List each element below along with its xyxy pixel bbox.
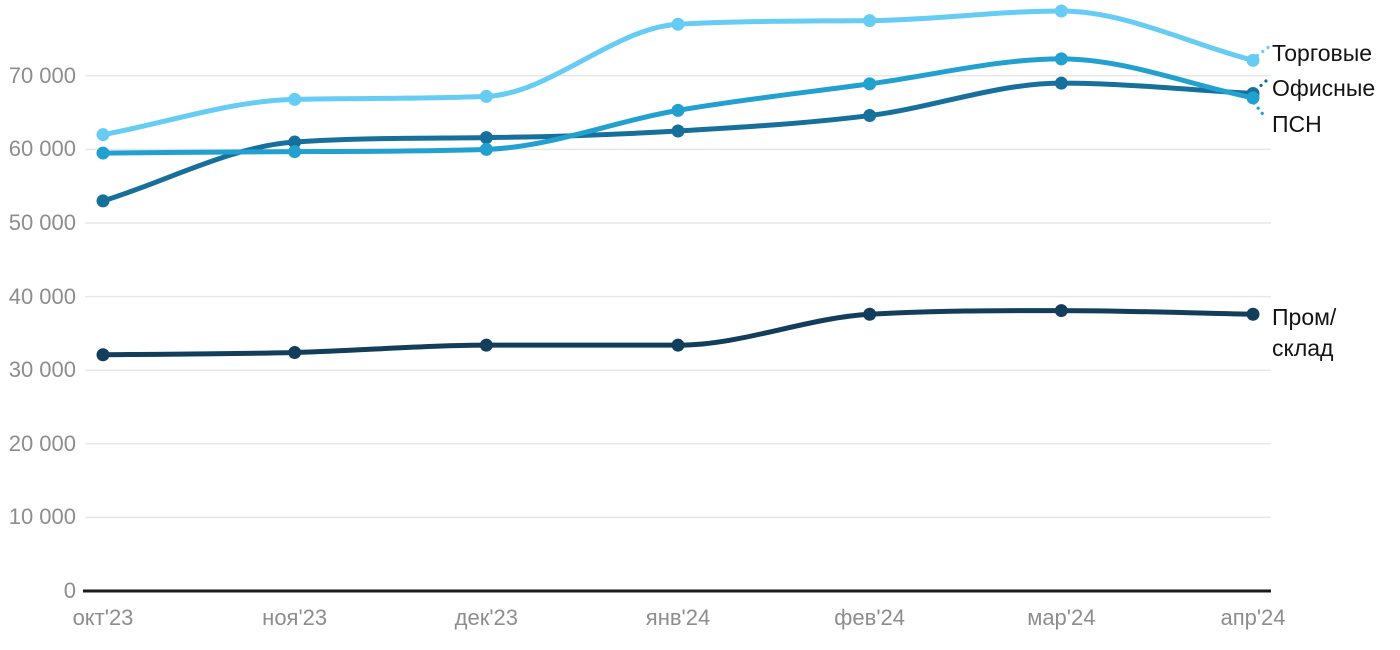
x-axis-tick-label: окт'23 (72, 605, 134, 630)
data-point (1246, 91, 1260, 105)
x-axis-tick-label: фев'24 (834, 605, 905, 630)
data-point (288, 145, 302, 159)
y-axis-tick-label: 60 000 (8, 136, 76, 162)
data-point (863, 109, 877, 123)
data-point (671, 103, 685, 117)
legend-leader-line (1252, 101, 1268, 120)
legend-leader-line (1254, 79, 1268, 92)
data-point (671, 124, 685, 138)
legend-leader-line (1255, 45, 1270, 58)
series-label-prom-sklad: Пром/ склад (1272, 302, 1336, 364)
data-point (96, 194, 110, 208)
y-axis-tick-label: 10 000 (8, 504, 76, 530)
data-point (479, 142, 493, 156)
y-axis-tick-label: 30 000 (8, 357, 76, 383)
data-point (288, 92, 302, 106)
data-point (96, 128, 110, 142)
data-point (1246, 53, 1260, 67)
data-point (96, 348, 110, 362)
data-point (1054, 304, 1068, 318)
data-point (1054, 76, 1068, 90)
data-point (863, 307, 877, 321)
series-label-psn: ПСН (1272, 111, 1322, 137)
series-label-torgovye: Торговые (1272, 40, 1373, 66)
y-axis-tick-label: 0 (63, 578, 76, 603)
x-axis-tick-label: апр'24 (1220, 605, 1286, 630)
data-point (671, 17, 685, 31)
series-label-prom-sklad-line1: Пром/ (1272, 304, 1337, 330)
series-label-prom-sklad-line2: склад (1272, 335, 1334, 361)
x-axis-tick-label: мар'24 (1027, 605, 1096, 630)
data-point (1054, 4, 1068, 18)
y-axis-tick-label: 70 000 (8, 62, 76, 88)
data-point (479, 89, 493, 103)
data-point (288, 346, 302, 360)
data-point (479, 131, 493, 145)
x-axis-tick-label: янв'24 (645, 605, 711, 630)
y-axis-tick-label: 20 000 (8, 430, 76, 456)
data-point (96, 146, 110, 160)
data-point (671, 338, 685, 352)
x-axis-tick-label: ноя'23 (262, 605, 328, 630)
y-axis-tick-label: 50 000 (8, 210, 76, 235)
x-axis-tick-label: дек'23 (454, 605, 519, 630)
y-axis-tick-label: 40 000 (8, 283, 76, 309)
data-point (479, 338, 493, 352)
data-point (1246, 307, 1260, 321)
data-point (1054, 52, 1068, 66)
series-label-ofisnye: Офисные (1272, 75, 1376, 101)
data-point (863, 77, 877, 91)
data-point (288, 135, 302, 149)
data-point (863, 14, 877, 28)
